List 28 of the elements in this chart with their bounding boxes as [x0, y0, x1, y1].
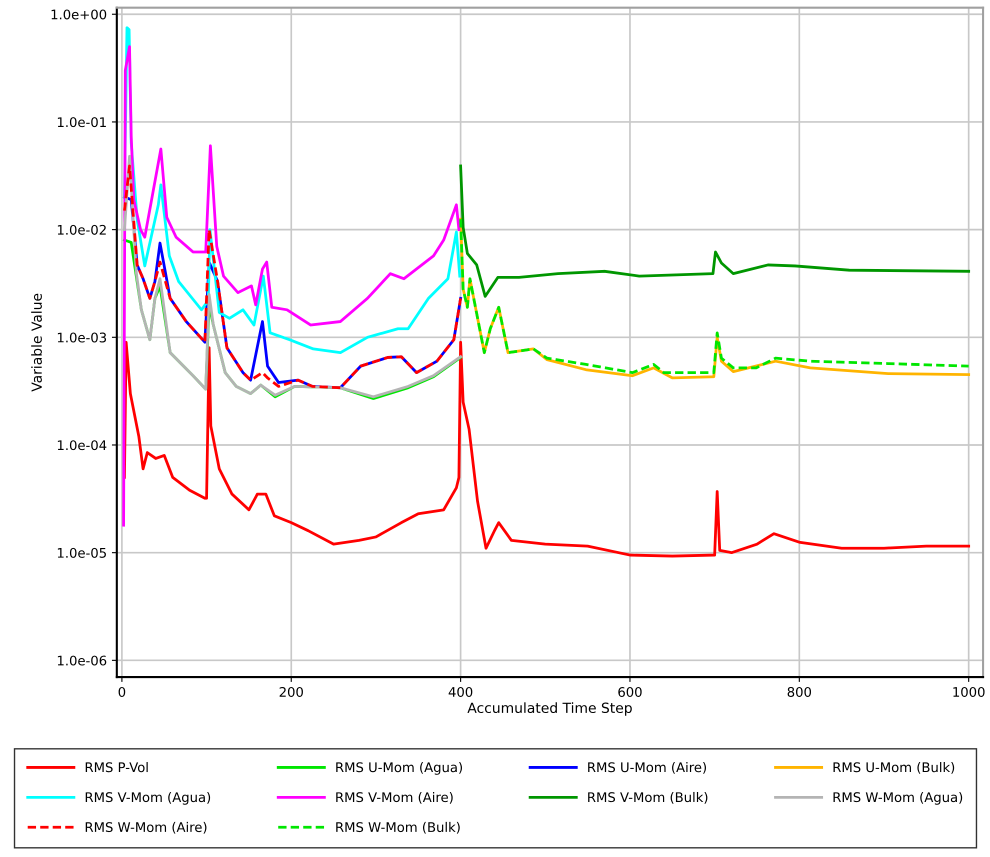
legend-label: RMS U-Mom (Agua): [336, 762, 462, 775]
x-tick-label: 800: [788, 686, 812, 697]
y-tick-label: 1.0e-06: [58, 656, 106, 666]
y-tick-label: 1.0e-02: [58, 224, 106, 235]
x-tick-label: 400: [448, 686, 472, 697]
y-tick-label: 1.0e-03: [58, 332, 106, 342]
line-series: [459, 164, 970, 298]
legend-label: RMS U-Mom (Bulk): [834, 762, 954, 774]
legend-label: RMS W-Mom (Bulk): [336, 822, 460, 834]
x-tick-label: 200: [280, 686, 303, 697]
legend-label: RMS W-Mom (Agua): [834, 792, 962, 805]
legend-label: RMS U-Mom (Aire): [588, 762, 706, 774]
y-axis-title: Variable Value: [31, 294, 42, 392]
x-tick-label: 1000: [953, 686, 985, 697]
legend-label: RMS V-Mom (Bulk): [588, 792, 708, 804]
y-tick-label: 1.0e-01: [58, 117, 106, 128]
line-series: [122, 45, 460, 527]
y-tick-label: 1.0e+00: [52, 9, 106, 20]
legend-label: RMS P-Vol: [86, 762, 148, 772]
x-tick-label: 0: [118, 686, 126, 697]
legend-label: RMS V-Mom (Agua): [86, 792, 210, 805]
y-tick-label: 1.0e-05: [58, 548, 106, 558]
y-tick-label: 1.0e-04: [58, 440, 106, 450]
x-axis-title: Accumulated Time Step: [467, 702, 632, 716]
x-tick-label: 600: [618, 686, 642, 697]
legend-label: RMS V-Mom (Aire): [336, 792, 453, 804]
line-series: [123, 340, 970, 558]
legend-label: RMS W-Mom (Aire): [86, 822, 206, 834]
